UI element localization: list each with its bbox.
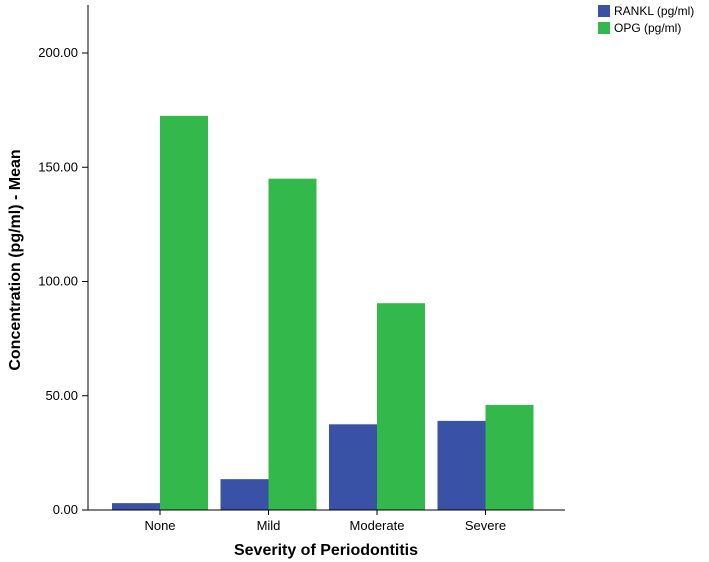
bar-moderate-opg: [377, 303, 425, 510]
legend-label-rankl: RANKL (pg/ml): [614, 4, 694, 18]
bar-mild-opg: [268, 178, 317, 511]
y-axis: 0.00 50.00 100.00 150.00 200.00: [38, 5, 89, 517]
y-tick-label: 200.00: [38, 45, 78, 60]
x-axis: None Mild Moderate Severe: [88, 509, 565, 533]
x-axis-title: Severity of Periodontitis: [234, 542, 418, 559]
legend: RANKL (pg/ml) OPG (pg/ml): [598, 4, 694, 35]
y-tick-label: 0.00: [53, 502, 78, 517]
bar-moderate-rankl: [329, 424, 377, 510]
bars-group: [112, 115, 534, 511]
legend-label-opg: OPG (pg/ml): [614, 21, 681, 35]
x-tick-label-none: None: [144, 518, 175, 533]
bar-mild-rankl: [220, 479, 269, 510]
bar-none-rankl: [112, 503, 160, 510]
bar-none-opg: [160, 115, 208, 511]
bar-severe-opg: [485, 404, 534, 510]
x-tick-label-mild: Mild: [257, 518, 281, 533]
y-tick-label: 50.00: [45, 388, 78, 403]
y-tick-label: 100.00: [38, 274, 78, 289]
legend-swatch-opg: [598, 22, 610, 34]
x-tick-label-moderate: Moderate: [350, 518, 405, 533]
y-tick-label: 150.00: [38, 159, 78, 174]
bar-severe-rankl: [437, 420, 486, 510]
x-tick-label-severe: Severe: [465, 518, 506, 533]
y-axis-title: Concentration (pg/ml) - Mean: [7, 149, 24, 370]
legend-swatch-rankl: [598, 5, 610, 17]
